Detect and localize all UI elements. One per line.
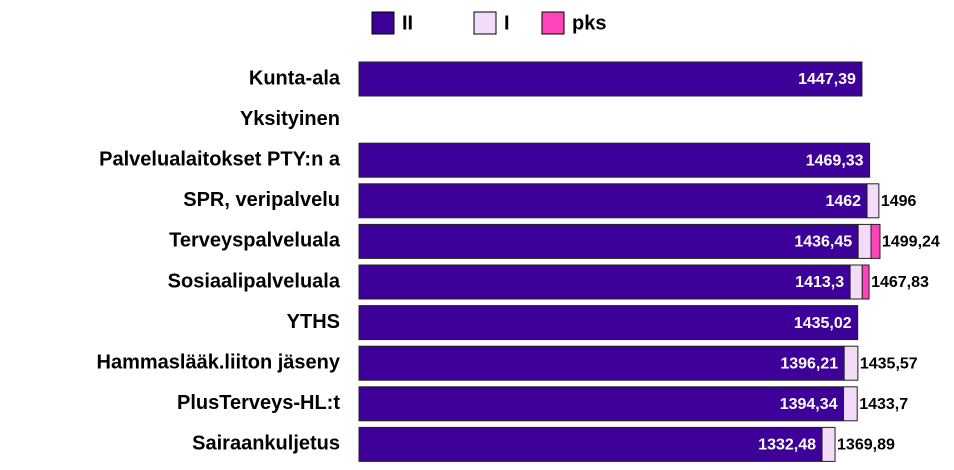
total-label: 1499,24 xyxy=(882,234,940,251)
bar-segment xyxy=(866,183,880,219)
category-label: Kunta-ala xyxy=(249,67,341,89)
total-label: 1433,7 xyxy=(859,396,908,413)
bar-segment xyxy=(821,426,836,462)
value-label: 1396,21 xyxy=(780,355,838,372)
category-label: PlusTerveys-HL:t xyxy=(177,392,340,414)
category-label: Sairaankuljetus xyxy=(192,433,340,455)
value-label: 1435,02 xyxy=(794,315,852,332)
bar-segment xyxy=(358,264,851,300)
legend-label: II xyxy=(402,12,413,34)
legend-label: pks xyxy=(572,12,606,34)
total-label: 1496 xyxy=(881,193,917,210)
value-label: 1332,48 xyxy=(758,437,816,454)
category-label: Hammaslääk.liiton jäseny xyxy=(97,351,341,373)
category-label: SPR, veripalvelu xyxy=(183,189,340,211)
bar-segment xyxy=(843,345,859,381)
bar-segment xyxy=(857,223,872,259)
value-label: 1447,39 xyxy=(798,71,856,88)
bar-segment xyxy=(358,223,859,259)
legend-swatch xyxy=(371,11,395,35)
bar-segment xyxy=(358,305,859,341)
bar-segment xyxy=(861,264,870,300)
legend-swatch xyxy=(541,11,565,35)
legend-swatch xyxy=(473,11,497,35)
bar-segment xyxy=(358,426,823,462)
bar-segment xyxy=(358,142,871,178)
category-label: Palvelualaitokset PTY:n a xyxy=(99,148,341,170)
value-label: 1469,33 xyxy=(806,152,864,169)
value-label: 1436,45 xyxy=(794,234,852,251)
total-label: 1435,57 xyxy=(860,355,918,372)
value-label: 1394,34 xyxy=(780,396,838,413)
legend-label: I xyxy=(504,12,510,34)
bar-segment xyxy=(358,61,863,97)
category-label: Yksityinen xyxy=(240,108,340,130)
category-label: YTHS xyxy=(287,311,340,333)
total-label: 1369,89 xyxy=(837,437,895,454)
bar-segment xyxy=(849,264,863,300)
category-label: Sosiaalipalveluala xyxy=(168,270,341,292)
category-label: Terveyspalveluala xyxy=(169,230,341,252)
bar-segment xyxy=(358,386,845,422)
total-label: 1467,83 xyxy=(871,274,929,291)
value-label: 1413,3 xyxy=(795,274,844,291)
bar-segment xyxy=(358,345,845,381)
value-label: 1462 xyxy=(825,193,861,210)
bar-segment xyxy=(843,386,858,422)
bar-segment xyxy=(358,183,868,219)
bar-segment xyxy=(870,223,881,259)
